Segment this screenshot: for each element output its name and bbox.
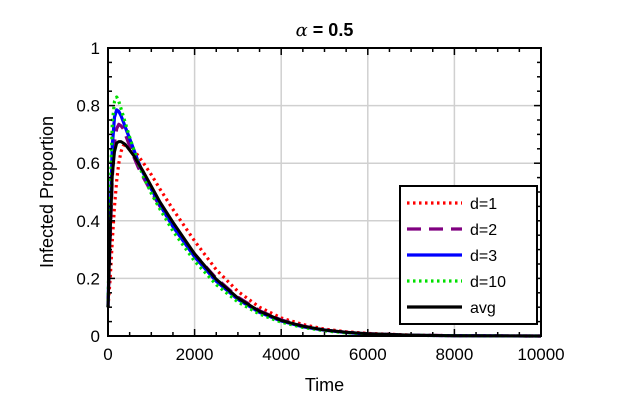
axis-ticks: 0 2000 4000 6000 8000 10000 0 0.2 0.4 0.6 0.8 1: [76, 39, 564, 364]
title-value: = 0.5: [308, 20, 354, 40]
x-tick-label: 10000: [517, 345, 564, 364]
legend-label: d=10: [470, 274, 506, 291]
y-tick-label: 0: [91, 327, 100, 346]
y-tick-label: 0.6: [76, 154, 100, 173]
y-tick-label: 1: [91, 39, 100, 58]
x-tick-label: 2000: [176, 345, 214, 364]
y-axis-label: Infected Proportion: [37, 116, 57, 268]
legend-label: avg: [470, 300, 496, 317]
x-tick-label: 4000: [262, 345, 300, 364]
legend-label: d=3: [470, 248, 497, 265]
chart-title: α = 0.5: [296, 20, 354, 41]
legend-label: d=1: [470, 196, 497, 213]
y-tick-label: 0.2: [76, 269, 100, 288]
legend: d=1 d=2 d=3 d=10 avg: [399, 185, 538, 325]
x-tick-label: 0: [103, 345, 112, 364]
y-tick-label: 0.4: [76, 212, 100, 231]
y-tick-label: 0.8: [76, 97, 100, 116]
title-symbol: α: [296, 20, 308, 41]
series-lines: [106, 95, 542, 338]
legend-label: d=2: [470, 222, 497, 239]
x-axis-label: Time: [305, 375, 344, 395]
x-tick-label: 8000: [435, 345, 473, 364]
x-tick-label: 6000: [349, 345, 387, 364]
series-line-avg: [106, 140, 542, 338]
